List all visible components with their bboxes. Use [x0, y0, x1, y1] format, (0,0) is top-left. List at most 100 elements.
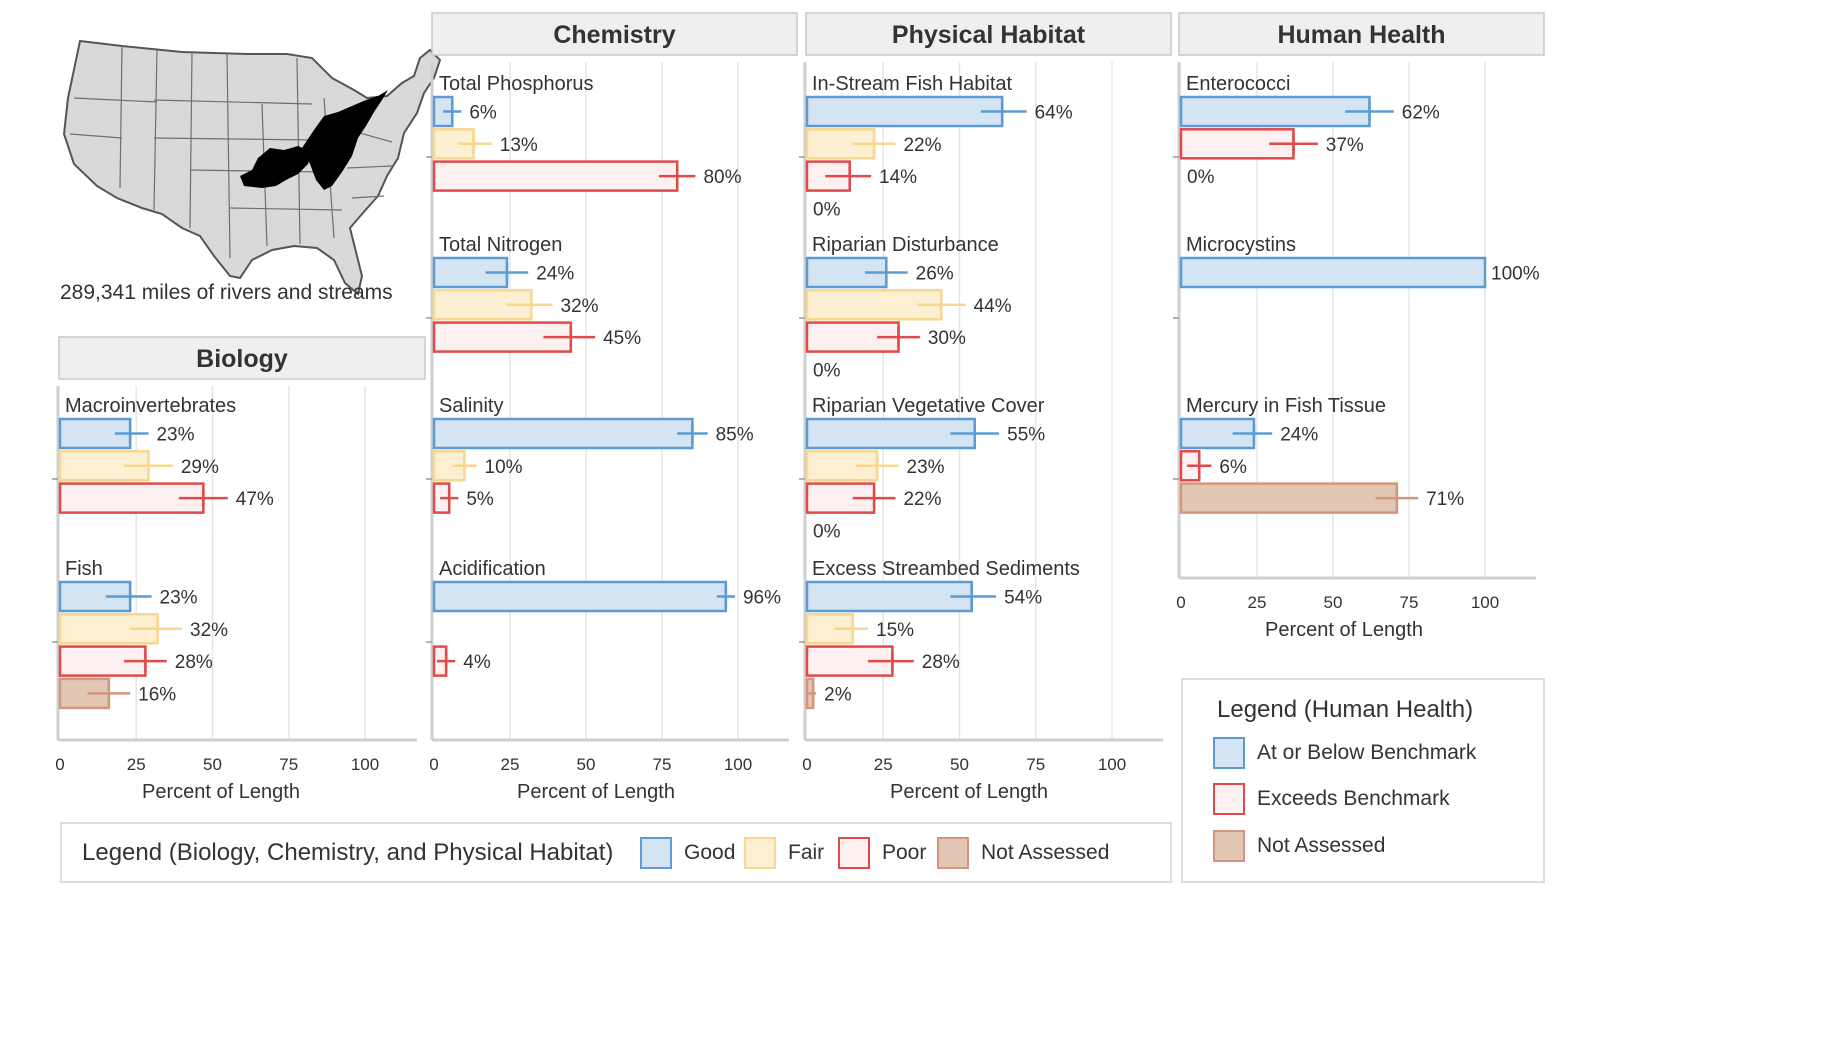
physical-habitat-title: Physical Habitat	[892, 21, 1086, 49]
value-label-fish-poor: 28%	[175, 652, 213, 673]
legend-main: Legend (Biology, Chemistry, and Physical…	[60, 822, 1172, 883]
value-label-acidification-good: 96%	[743, 588, 781, 609]
group-label-microcystins: Microcystins	[1186, 234, 1296, 256]
value-label-total-nitrogen-fair: 32%	[561, 296, 599, 317]
value-label-fish-fair: 32%	[190, 620, 228, 641]
human-health-header	[1178, 12, 1545, 56]
value-label-total-phosphorus-fair: 13%	[500, 135, 538, 156]
legend-swatch-good	[640, 837, 672, 869]
legend-health-swatch-not-assessed	[1213, 830, 1245, 862]
chemistry-title: Chemistry	[553, 21, 675, 49]
biology-tick-label: 0	[55, 755, 64, 774]
human-health-x-axis-label: Percent of Length	[1265, 619, 1423, 641]
chemistry-x-axis-label: Percent of Length	[517, 781, 675, 803]
value-label-microcystins-good: 100%	[1491, 264, 1540, 285]
physical-habitat-tick-label: 0	[802, 755, 811, 774]
region-highlight-east	[302, 90, 388, 190]
value-label-macroinvertebrates-fair: 29%	[181, 457, 219, 478]
bar-excess-streambed-sediments-good	[805, 580, 973, 613]
legend-item-not-assessed: Not Assessed	[937, 837, 1109, 869]
value-label-excess-streambed-sediments-na: 2%	[824, 684, 852, 705]
bar-in-stream-fish-habitat-good	[805, 95, 1004, 128]
physical-habitat-tick-label: 50	[950, 755, 969, 774]
legend-health-label-not-assessed: Not Assessed	[1257, 834, 1386, 857]
physical-habitat-tick-label: 100	[1098, 755, 1126, 774]
legend-label-not-assessed: Not Assessed	[981, 841, 1110, 864]
chemistry-header	[431, 12, 798, 56]
chemistry-tick-label: 75	[653, 755, 672, 774]
bar-enterococci-good	[1179, 95, 1371, 128]
region-highlight-west	[240, 146, 312, 188]
us-map	[62, 39, 442, 296]
value-label-riparian-vegetative-cover-poor: 22%	[903, 489, 941, 510]
physical-habitat-header	[805, 12, 1172, 56]
value-label-acidification-poor: 4%	[463, 652, 491, 673]
value-label-excess-streambed-sediments-fair: 15%	[876, 620, 914, 641]
value-label-in-stream-fish-habitat-poor: 14%	[879, 167, 917, 188]
biology-x-axis-label: Percent of Length	[142, 781, 300, 803]
group-label-riparian-vegetative-cover: Riparian Vegetative Cover	[812, 395, 1045, 417]
biology-title: Biology	[196, 345, 288, 373]
value-label-enterococci-na: 0%	[1187, 167, 1215, 188]
value-label-salinity-poor: 5%	[466, 489, 494, 510]
value-label-excess-streambed-sediments-good: 54%	[1004, 588, 1042, 609]
legend-health-item-not-assessed: Not Assessed	[1213, 830, 1385, 862]
value-label-salinity-good: 85%	[716, 425, 754, 446]
value-label-macroinvertebrates-poor: 47%	[236, 489, 274, 510]
legend-health-item-below: At or Below Benchmark	[1213, 737, 1476, 769]
bar-total-phosphorus-poor	[432, 160, 679, 192]
value-label-riparian-vegetative-cover-good: 55%	[1007, 425, 1045, 446]
value-label-salinity-fair: 10%	[485, 457, 523, 478]
human-health-tick-label: 75	[1400, 593, 1419, 612]
legend-swatch-poor	[838, 837, 870, 869]
legend-health-swatch-below	[1213, 737, 1245, 769]
physical-habitat-tick-label: 25	[874, 755, 893, 774]
legend-swatch-not-assessed	[937, 837, 969, 869]
value-label-enterococci-good: 62%	[1402, 103, 1440, 124]
value-label-mercury-in-fish-tissue-good: 24%	[1280, 425, 1318, 446]
legend-swatch-fair	[744, 837, 776, 869]
biology-tick-label: 100	[351, 755, 379, 774]
value-label-mercury-in-fish-tissue-poor: 6%	[1219, 457, 1247, 478]
group-label-salinity: Salinity	[439, 395, 503, 417]
group-label-mercury-in-fish-tissue: Mercury in Fish Tissue	[1186, 395, 1386, 417]
biology-tick-label: 50	[203, 755, 222, 774]
value-label-fish-good: 23%	[160, 588, 198, 609]
value-label-total-phosphorus-good: 6%	[469, 103, 497, 124]
group-label-total-nitrogen: Total Nitrogen	[439, 234, 562, 256]
bar-fish-na	[58, 677, 111, 710]
bar-microcystins-good	[1179, 256, 1487, 289]
value-label-total-nitrogen-poor: 45%	[603, 328, 641, 349]
biology-tick-label: 75	[279, 755, 298, 774]
group-label-enterococci: Enterococci	[1186, 73, 1291, 95]
legend-item-fair: Fair	[744, 837, 824, 869]
value-label-riparian-disturbance-na: 0%	[813, 360, 841, 381]
human-health-tick-label: 100	[1471, 593, 1499, 612]
biology-tick-label: 25	[127, 755, 146, 774]
human-health-tick-label: 25	[1248, 593, 1267, 612]
value-label-total-phosphorus-poor: 80%	[703, 167, 741, 188]
legend-health-title: Legend (Human Health)	[1217, 696, 1474, 723]
group-label-acidification: Acidification	[439, 558, 546, 580]
legend-health-item-exceeds: Exceeds Benchmark	[1213, 783, 1450, 815]
legend-label-poor: Poor	[882, 841, 927, 864]
legend-main-title: Legend (Biology, Chemistry, and Physical…	[82, 839, 614, 866]
value-label-mercury-in-fish-tissue-na: 71%	[1426, 489, 1464, 510]
legend-item-poor: Poor	[838, 837, 926, 869]
legend-item-good: Good	[640, 837, 735, 869]
legend-health-label-below: At or Below Benchmark	[1257, 741, 1477, 764]
map-caption: 289,341 miles of rivers and streams	[60, 281, 393, 304]
group-label-fish: Fish	[65, 558, 103, 580]
legend-health-label-exceeds: Exceeds Benchmark	[1257, 787, 1450, 810]
legend-health: Legend (Human Health) At or Below Benchm…	[1181, 678, 1545, 883]
human-health-tick-label: 0	[1176, 593, 1185, 612]
chemistry-tick-label: 100	[724, 755, 752, 774]
bar-riparian-vegetative-cover-fair	[805, 450, 879, 482]
group-label-total-phosphorus: Total Phosphorus	[439, 73, 594, 95]
value-label-total-nitrogen-good: 24%	[536, 264, 574, 285]
value-label-in-stream-fish-habitat-fair: 22%	[903, 135, 941, 156]
